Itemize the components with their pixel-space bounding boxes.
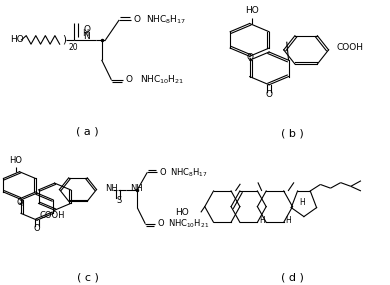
Text: NHC$_8$H$_{17}$: NHC$_8$H$_{17}$ — [147, 14, 186, 26]
Text: HO: HO — [245, 6, 259, 15]
Text: HO: HO — [9, 156, 22, 165]
Text: O: O — [266, 90, 273, 99]
Text: 20: 20 — [69, 43, 78, 52]
Text: O: O — [83, 25, 90, 34]
Text: N: N — [83, 32, 90, 41]
Text: ( d ): ( d ) — [281, 273, 304, 283]
Text: H: H — [299, 198, 305, 207]
Text: COOH: COOH — [336, 42, 363, 52]
Text: COOH: COOH — [40, 211, 66, 220]
Text: HO: HO — [10, 35, 23, 44]
Text: NH: NH — [129, 184, 142, 193]
Text: HO: HO — [176, 208, 189, 217]
Text: NHC$_{10}$H$_{21}$: NHC$_{10}$H$_{21}$ — [140, 74, 184, 86]
Text: NHC$_8$H$_{17}$: NHC$_8$H$_{17}$ — [170, 166, 207, 179]
Text: O: O — [126, 75, 133, 84]
Text: O: O — [134, 15, 141, 25]
Text: H: H — [259, 216, 265, 225]
Text: O: O — [246, 52, 253, 62]
Text: NHC$_{10}$H$_{21}$: NHC$_{10}$H$_{21}$ — [168, 217, 209, 230]
Text: H: H — [82, 29, 88, 38]
Text: O: O — [158, 219, 164, 228]
Text: ): ) — [63, 35, 67, 45]
Text: NH: NH — [105, 184, 118, 193]
Text: ( b ): ( b ) — [281, 129, 304, 139]
Text: ( c ): ( c ) — [77, 273, 99, 283]
Text: O: O — [34, 224, 40, 233]
Text: O: O — [16, 198, 23, 207]
Text: ( a ): ( a ) — [76, 126, 99, 136]
Text: H: H — [285, 216, 291, 225]
Text: S: S — [116, 196, 122, 205]
Text: O: O — [160, 168, 166, 177]
